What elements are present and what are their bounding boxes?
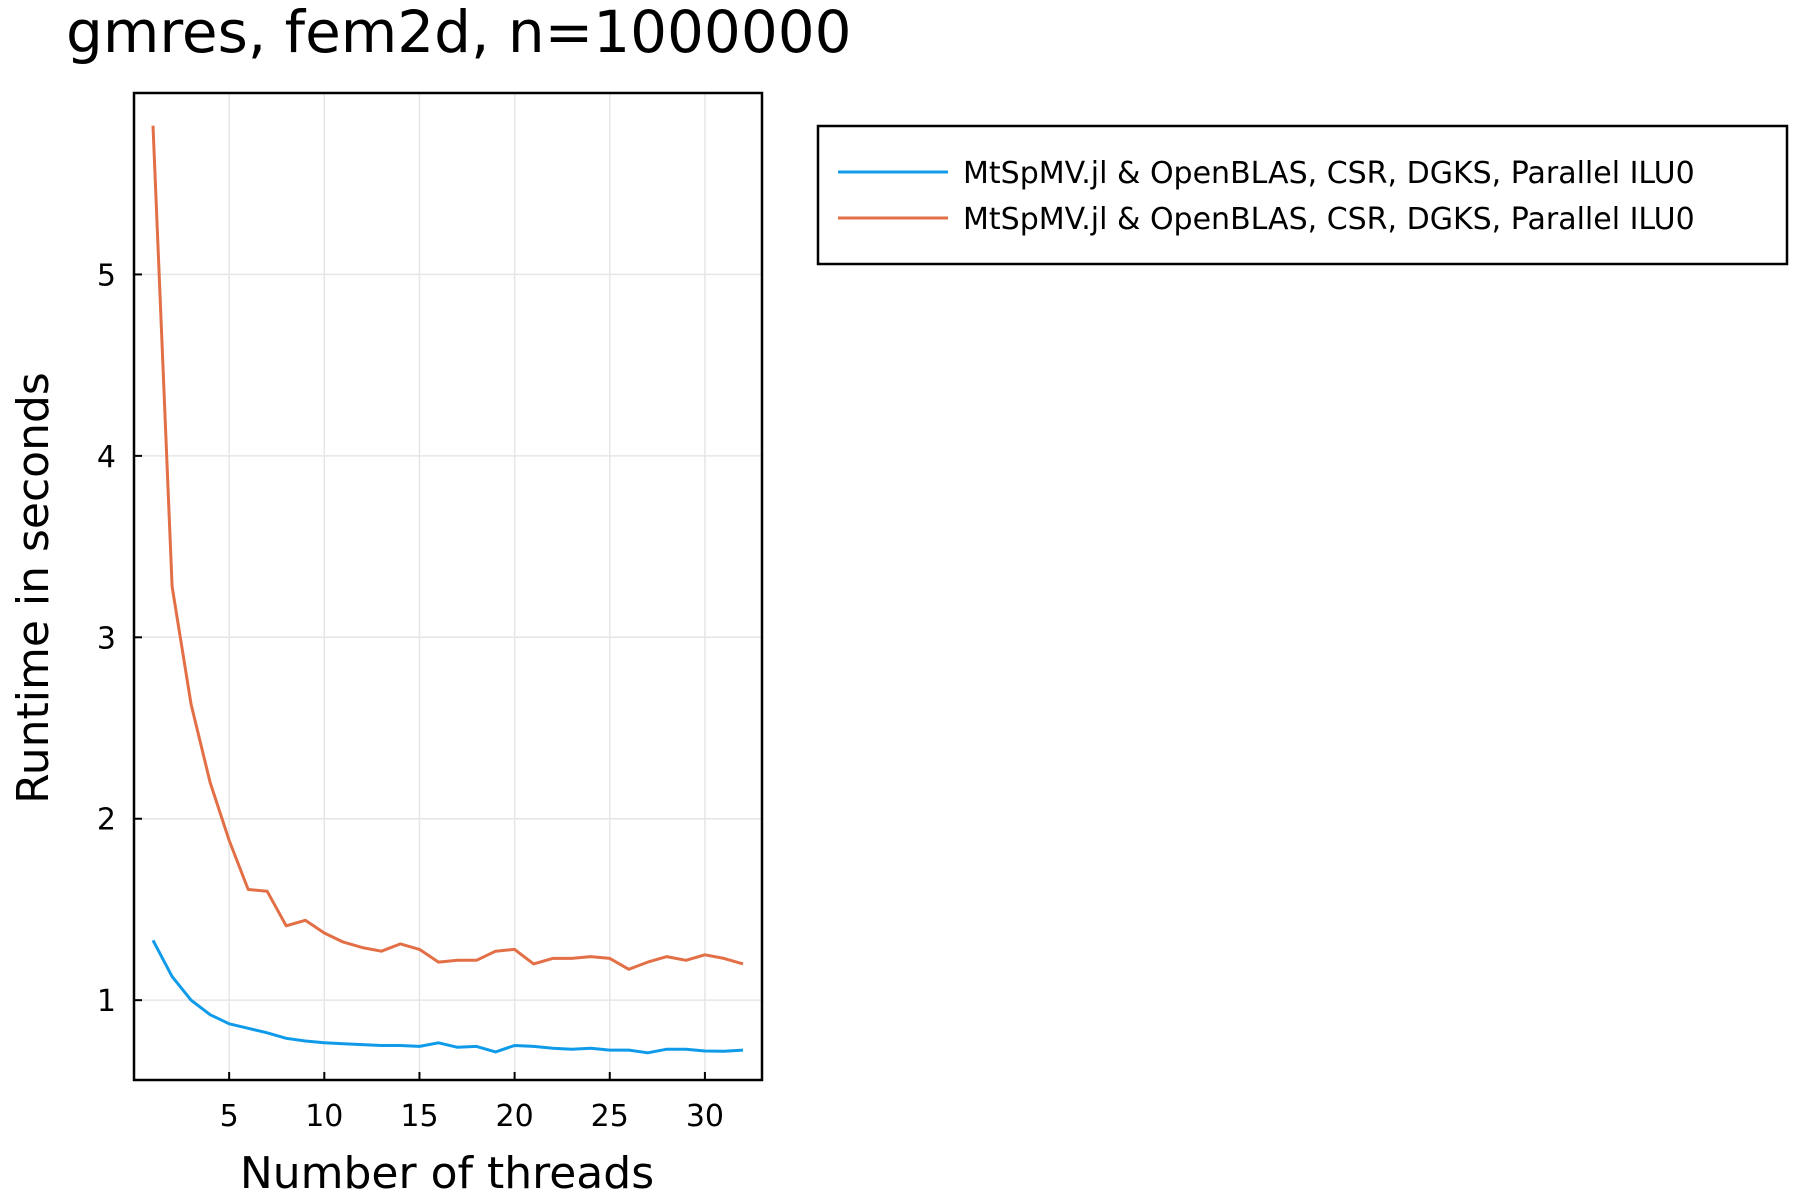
y-tick-label: 5 bbox=[97, 258, 116, 293]
legend: MtSpMV.jl & OpenBLAS, CSR, DGKS, Paralle… bbox=[816, 124, 1789, 266]
x-tick-label: 5 bbox=[220, 1099, 239, 1134]
series-lines bbox=[151, 125, 744, 1055]
series-line-1 bbox=[151, 939, 744, 1055]
x-tick-label: 10 bbox=[305, 1099, 343, 1134]
series-line-2 bbox=[151, 125, 744, 971]
chart-title: gmres, fem2d, n=1000000 bbox=[66, 0, 852, 66]
x-tick-label: 30 bbox=[686, 1099, 724, 1134]
grid-lines bbox=[134, 93, 762, 1080]
y-tick-label: 1 bbox=[97, 984, 116, 1019]
plot-frame bbox=[132, 91, 764, 1082]
x-tick-label: 25 bbox=[591, 1099, 629, 1134]
legend-box bbox=[816, 124, 1789, 266]
axis-ticks: 5 10 15 20 25 30 1 2 3 4 5 bbox=[97, 258, 724, 1134]
x-tick-label: 20 bbox=[496, 1099, 534, 1134]
y-axis-label: Runtime in seconds bbox=[8, 372, 59, 804]
y-tick-label: 3 bbox=[97, 621, 116, 656]
legend-label-1: MtSpMV.jl & OpenBLAS, CSR, DGKS, Paralle… bbox=[963, 156, 1695, 191]
y-tick-label: 2 bbox=[97, 803, 116, 838]
y-tick-label: 4 bbox=[97, 440, 116, 475]
x-tick-label: 15 bbox=[400, 1099, 438, 1134]
legend-label-2: MtSpMV.jl & OpenBLAS, CSR, DGKS, Paralle… bbox=[963, 202, 1695, 237]
x-axis-label: Number of threads bbox=[240, 1148, 654, 1199]
